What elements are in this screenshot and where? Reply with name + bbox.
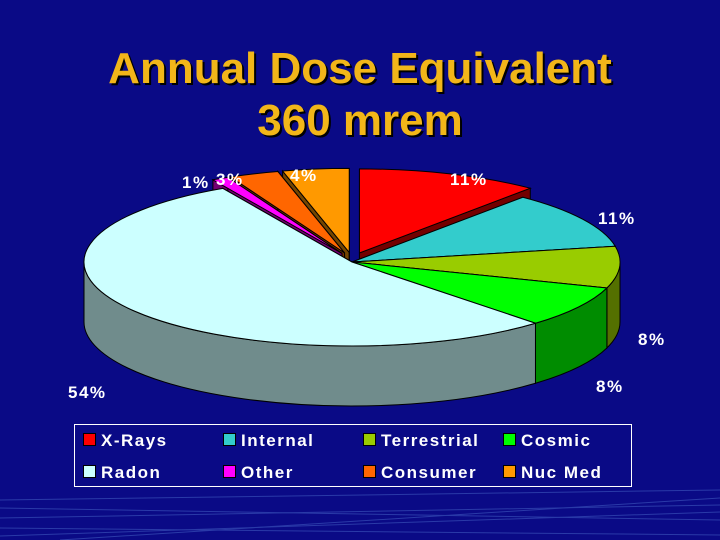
legend-item-terrestrial: Terrestrial: [363, 431, 479, 451]
legend-swatch-consumer: [363, 464, 376, 478]
decorative-line: [0, 504, 720, 519]
pie-chart: 11% 11% 8% 8% 54% 1% 3% 4%: [68, 166, 666, 407]
pie-slice-top: [281, 167, 350, 254]
pie-slice-top: [351, 261, 609, 324]
legend-item-cosmic: Cosmic: [503, 431, 591, 451]
pie-slice-top: [83, 187, 538, 347]
legend-item-other: Other: [223, 463, 294, 483]
legend-label-terrestrial: Terrestrial: [381, 431, 480, 450]
legend: X-Rays Internal Terrestrial Cosmic Radon…: [74, 424, 632, 487]
pie-slice-top: [351, 196, 617, 263]
pie-slice-top: [229, 171, 345, 254]
legend-item-x-rays: X-Rays: [83, 431, 168, 451]
legend-swatch-cosmic: [503, 432, 516, 446]
legend-item-nuc-med: Nuc Med: [503, 463, 602, 483]
legend-label-consumer: Consumer: [381, 463, 478, 482]
data-label-terrestrial: 8%: [638, 330, 666, 349]
pie-slice-radon: [83, 187, 538, 407]
legend-swatch-terrestrial: [363, 432, 376, 446]
decorative-line: [0, 507, 720, 521]
data-label-other: 1%: [182, 173, 210, 192]
decorative-line: [0, 511, 720, 537]
data-label-radon: 54%: [68, 383, 107, 402]
legend-swatch-x-rays: [83, 432, 96, 446]
legend-swatch-internal: [223, 432, 236, 446]
data-label-cosmic: 8%: [596, 377, 624, 396]
pie-slice-top: [211, 176, 343, 254]
legend-swatch-nuc-med: [503, 464, 516, 478]
data-label-internal: 11%: [598, 209, 636, 228]
legend-label-cosmic: Cosmic: [521, 431, 592, 450]
legend-swatch-radon: [83, 464, 96, 478]
chart-title-line1: Annual Dose Equivalent: [108, 44, 612, 93]
decorative-line: [0, 527, 720, 536]
legend-swatch-other: [223, 464, 236, 478]
pie-slice-top: [358, 168, 532, 254]
data-label-x-rays: 11%: [450, 170, 488, 189]
legend-label-other: Other: [241, 463, 294, 482]
legend-label-radon: Radon: [101, 463, 162, 482]
legend-item-internal: Internal: [223, 431, 314, 451]
legend-item-consumer: Consumer: [363, 463, 477, 483]
data-label-consumer: 3%: [216, 170, 244, 189]
legend-label-nuc-med: Nuc Med: [521, 463, 603, 482]
chart-title-line2: 360 mrem: [257, 96, 463, 145]
legend-label-x-rays: X-Rays: [101, 431, 168, 450]
data-label-nuc-med: 4%: [290, 166, 318, 185]
legend-item-radon: Radon: [83, 463, 161, 483]
legend-label-internal: Internal: [241, 431, 315, 450]
decorative-line: [59, 497, 720, 540]
pie-slice-top: [351, 245, 621, 289]
decorative-line: [0, 489, 720, 501]
